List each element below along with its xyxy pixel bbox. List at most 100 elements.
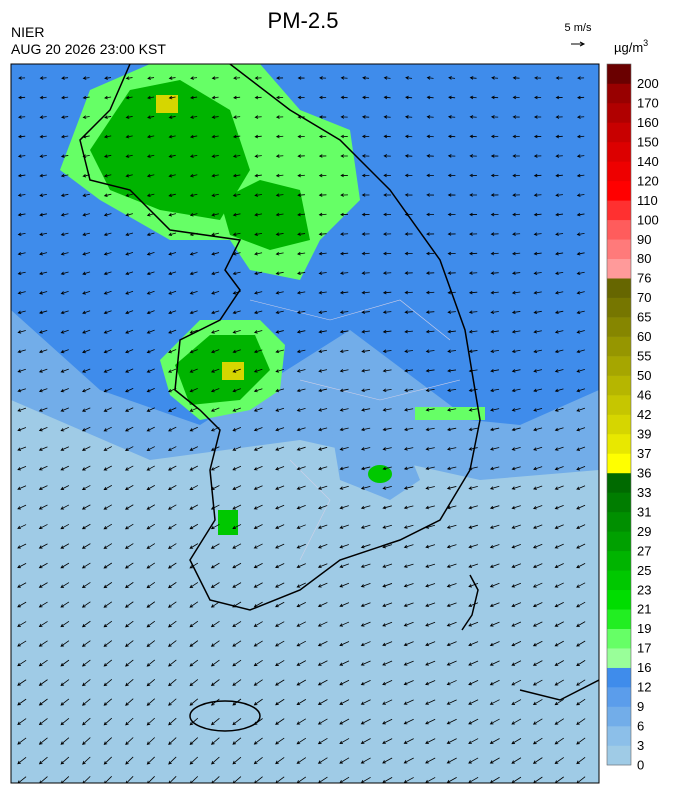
wind-arrow <box>17 407 27 412</box>
wind-arrow <box>382 290 392 295</box>
wind-arrow <box>232 349 241 354</box>
wind-arrow <box>167 465 177 471</box>
wind-arrow <box>81 562 91 569</box>
wind-arrow <box>189 504 199 510</box>
wind-arrow <box>17 173 26 178</box>
wind-arrow <box>124 562 134 569</box>
wind-arrow <box>468 388 478 393</box>
wind-arrow <box>339 447 349 451</box>
wind-arrow <box>125 349 134 354</box>
wind-arrow <box>532 679 543 686</box>
wind-arrow <box>232 659 242 667</box>
wind-arrow <box>104 95 112 100</box>
wind-arrow <box>361 368 371 373</box>
wind-arrow <box>125 717 134 726</box>
wind-arrow <box>447 349 457 353</box>
wind-arrow <box>168 407 177 412</box>
wind-arrow <box>81 407 91 412</box>
wind-arrow <box>512 173 520 178</box>
wind-arrow <box>103 290 112 295</box>
wind-arrow <box>147 115 155 119</box>
wind-arrow <box>425 641 436 647</box>
colorbar-label: 33 <box>637 485 651 500</box>
wind-arrow <box>554 660 564 666</box>
wind-arrow <box>534 95 542 100</box>
wind-arrow <box>511 466 521 471</box>
wind-arrow <box>425 757 436 764</box>
wind-arrow <box>490 447 500 451</box>
wind-arrow <box>532 524 543 529</box>
wind-arrow <box>17 134 26 139</box>
title: PM-2.5 <box>268 8 339 33</box>
wind-arrow <box>60 252 69 256</box>
wind-arrow <box>38 543 48 549</box>
wind-arrow <box>60 659 70 667</box>
colorbar-label: 46 <box>637 388 651 403</box>
wind-arrow <box>60 756 70 765</box>
wind-arrow <box>382 583 393 588</box>
wind-arrow <box>511 621 522 627</box>
wind-arrow <box>275 563 285 569</box>
wind-arrow <box>404 290 413 295</box>
wind-arrow <box>61 76 69 80</box>
wind-arrow <box>425 738 436 744</box>
wind-arrow <box>168 368 177 373</box>
wind-arrow <box>533 271 542 275</box>
wind-arrow <box>489 563 500 568</box>
wind-arrow <box>339 679 350 686</box>
wind-arrow <box>82 95 90 100</box>
wind-arrow <box>555 232 564 236</box>
wind-arrow <box>17 698 27 706</box>
wind-arrow <box>533 330 542 334</box>
wind-arrow <box>103 232 112 237</box>
wind-arrow <box>232 154 241 158</box>
wind-arrow <box>125 154 133 158</box>
wind-arrow <box>125 368 134 373</box>
wind-arrow <box>82 290 91 295</box>
wind-arrow <box>339 485 349 490</box>
wind-arrow <box>339 621 350 627</box>
wind-arrow <box>168 387 177 393</box>
colorbar-label: 17 <box>637 641 651 656</box>
wind-arrow <box>189 737 199 745</box>
wind-arrow <box>168 213 176 217</box>
wind-arrow <box>361 388 371 393</box>
wind-arrow <box>554 310 564 315</box>
wind-arrow <box>125 582 134 589</box>
wind-arrow <box>296 679 307 686</box>
wind-arrow <box>125 737 134 746</box>
wind-arrow <box>382 641 393 647</box>
wind-arrow <box>17 563 27 569</box>
wind-arrow <box>446 505 457 510</box>
wind-arrow <box>447 427 457 432</box>
wind-arrow <box>210 504 220 510</box>
wind-arrow <box>82 193 90 197</box>
wind-arrow <box>17 232 26 236</box>
wind-arrow <box>511 738 522 745</box>
wind-arrow <box>125 446 134 451</box>
wind-arrow <box>210 426 220 432</box>
wind-arrow <box>38 640 48 647</box>
wind-arrow <box>554 524 564 529</box>
wind-arrow <box>296 718 307 725</box>
wind-arrow <box>576 232 585 236</box>
wind-arrow <box>232 718 242 726</box>
wind-arrow <box>18 76 26 80</box>
wind-arrow <box>125 426 134 432</box>
wind-arrow <box>511 408 521 412</box>
colorbar-label: 150 <box>637 134 659 149</box>
wind-arrow <box>103 329 112 334</box>
wind-arrow <box>81 620 91 628</box>
wind-arrow <box>533 369 543 373</box>
wind-arrow <box>554 466 564 471</box>
wind-arrow <box>210 407 220 412</box>
wind-arrow <box>211 134 219 139</box>
wind-arrow <box>17 349 26 354</box>
colorbar-label: 21 <box>637 602 651 617</box>
wind-arrow <box>147 134 155 139</box>
wind-arrow <box>253 446 263 451</box>
wind-arrow <box>576 640 586 647</box>
wind-arrow <box>576 271 585 276</box>
wind-arrow <box>576 310 585 315</box>
wind-arrow <box>360 757 371 764</box>
